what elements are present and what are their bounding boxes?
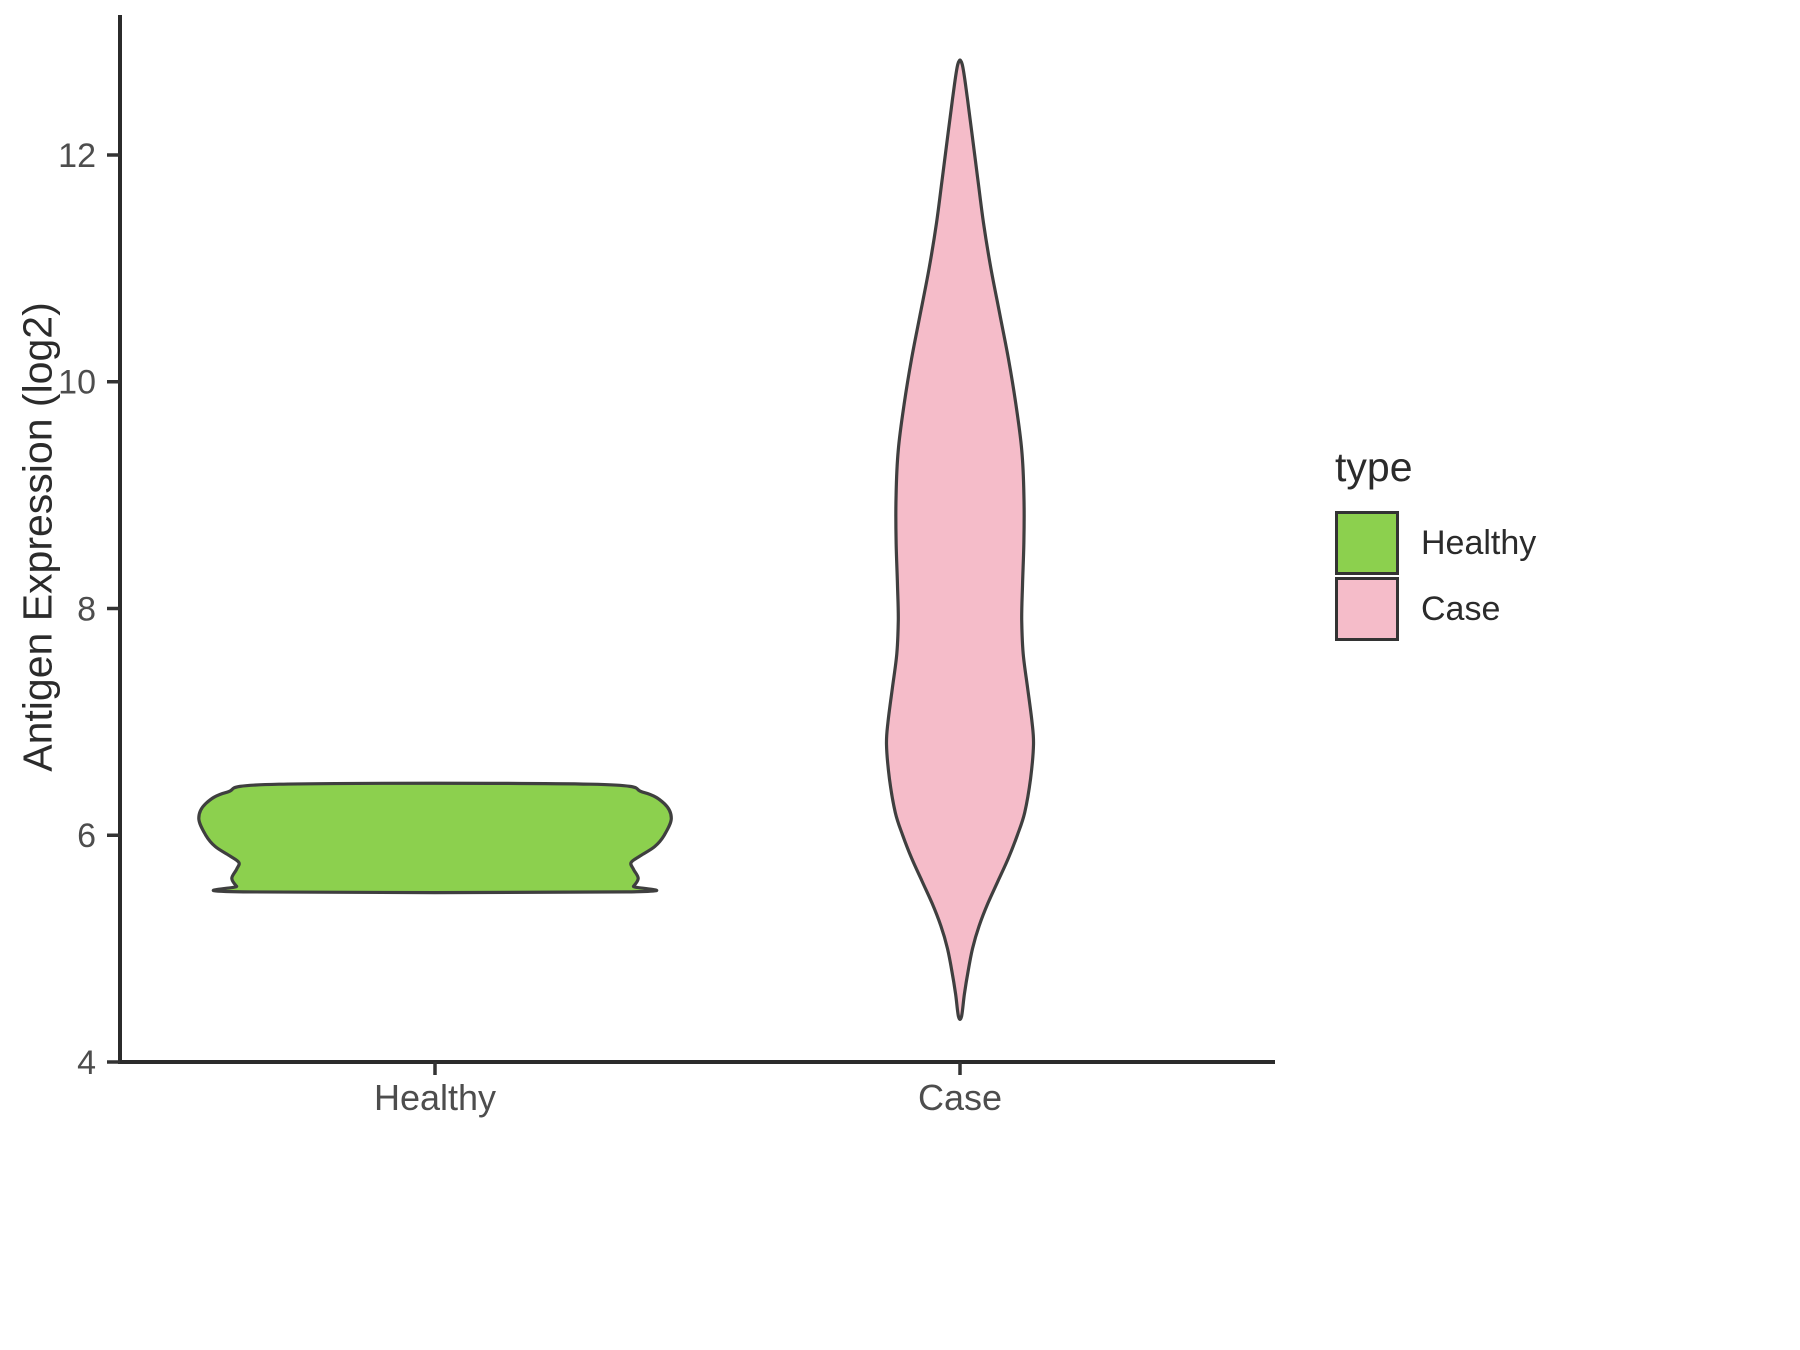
y-axis-title: Antigen Expression (log2) — [14, 302, 61, 772]
x-tick-label: Case — [918, 1077, 1002, 1118]
y-tick-label: 6 — [77, 817, 96, 855]
y-tick-label: 8 — [77, 590, 96, 628]
legend-title: type — [1335, 444, 1413, 490]
legend: type Healthy Case — [1335, 444, 1536, 643]
y-tick-label: 12 — [58, 137, 96, 175]
legend-label: Healthy — [1421, 523, 1537, 562]
legend-items: Healthy Case — [1335, 511, 1536, 641]
violin-case — [884, 58, 1036, 1022]
legend-swatch-case — [1335, 577, 1399, 641]
legend-item-healthy: Healthy — [1335, 511, 1536, 575]
legend-label: Case — [1421, 589, 1501, 628]
legend-item-case: Case — [1335, 577, 1536, 641]
violin-healthy — [197, 781, 673, 895]
legend-swatch-healthy — [1335, 511, 1399, 575]
y-tick-label: 10 — [58, 364, 96, 402]
y-tick-label: 4 — [77, 1044, 96, 1082]
x-tick-label: Healthy — [374, 1077, 496, 1118]
